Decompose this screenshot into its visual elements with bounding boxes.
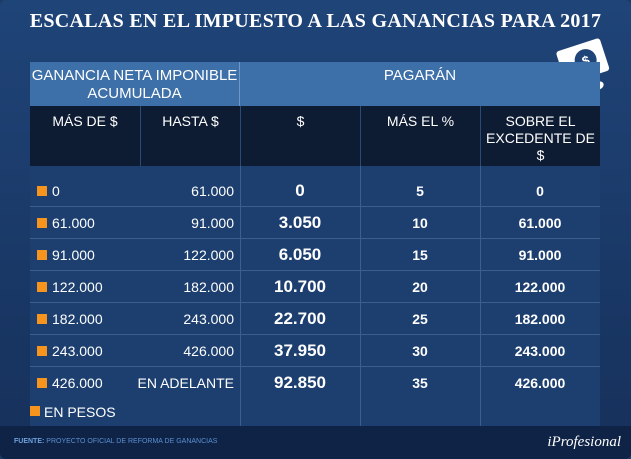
cell-pct: 5 <box>416 183 424 199</box>
column-divider <box>240 166 241 446</box>
header-group-pay: PAGARÁN <box>383 67 457 84</box>
cell-from: 122.000 <box>52 279 103 295</box>
orange-bullet-icon <box>37 282 47 292</box>
header-pct: MÁS EL % <box>360 106 480 166</box>
cell-pay: 6.050 <box>278 245 322 264</box>
cell-pct: 20 <box>412 279 428 295</box>
cell-pct: 30 <box>412 343 428 359</box>
brand-logo: iProfesional <box>547 434 621 450</box>
cell-pay: 37.950 <box>274 341 326 360</box>
table-body <box>30 166 600 446</box>
cell-from: 182.000 <box>52 311 103 327</box>
header-from: MÁS DE $ <box>52 113 118 129</box>
cell-pct: 10 <box>412 215 428 231</box>
footer: FUENTE: PROYECTO OFICIAL DE REFORMA DE G… <box>0 426 631 459</box>
page-title: ESCALAS EN EL IMPUESTO A LAS GANANCIAS P… <box>29 10 602 32</box>
cell-pct: 35 <box>412 375 428 391</box>
header-group-income: GANANCIA NETA IMPONIBLE ACUMULADA <box>30 62 240 106</box>
column-divider <box>480 166 481 446</box>
cell-from: 91.000 <box>52 247 95 263</box>
orange-bullet-icon <box>30 406 40 416</box>
legend-label: EN PESOS <box>44 404 116 420</box>
source-text: PROYECTO OFICIAL DE REFORMA DE GANANCIAS <box>46 438 218 445</box>
cell-excess: 91.000 <box>518 247 562 263</box>
header-to: HASTA $ <box>140 106 240 166</box>
cell-pay: 92.850 <box>274 373 326 392</box>
cell-excess: 0 <box>536 183 544 199</box>
cell-excess: 426.000 <box>514 375 566 391</box>
cell-pct: 15 <box>412 247 428 263</box>
cell-from: 426.000 <box>52 375 103 391</box>
cell-from: 0 <box>52 183 60 199</box>
orange-bullet-icon <box>37 378 47 388</box>
header-excess: SOBRE EL EXCEDENTE DE $ <box>480 106 600 166</box>
cell-pay: 3.050 <box>278 213 322 232</box>
cell-from: 243.000 <box>52 343 103 359</box>
table-row: 426.000 EN ADELANTE 92.850 35 426.000 <box>30 367 600 399</box>
source-note: FUENTE: PROYECTO OFICIAL DE REFORMA DE G… <box>14 438 217 445</box>
cell-excess: 122.000 <box>514 279 566 295</box>
header-columns-row: MÁS DE $ HASTA $ $ MÁS EL % SOBRE EL EXC… <box>30 106 600 166</box>
column-divider <box>360 166 361 446</box>
orange-bullet-icon <box>37 250 47 260</box>
cell-from: 61.000 <box>52 215 95 231</box>
orange-bullet-icon <box>37 314 47 324</box>
header-pay: $ <box>240 106 360 166</box>
table-row: 0 61.000 0 5 0 <box>30 175 600 207</box>
cell-pay: 0 <box>295 181 305 200</box>
cell-pay: 10.700 <box>274 277 326 296</box>
orange-bullet-icon <box>37 346 47 356</box>
header-group-row: GANANCIA NETA IMPONIBLE ACUMULADA PAGARÁ… <box>30 62 600 106</box>
cell-excess: 61.000 <box>518 215 562 231</box>
orange-bullet-icon <box>37 218 47 228</box>
cell-excess: 182.000 <box>514 311 566 327</box>
table-row: 91.000 122.000 6.050 15 91.000 <box>30 239 600 271</box>
cell-pct: 25 <box>412 311 428 327</box>
cell-to: EN ADELANTE <box>137 375 234 391</box>
cell-to: 182.000 <box>183 279 234 295</box>
source-label: FUENTE: <box>14 438 45 445</box>
table-row: 182.000 243.000 22.700 25 182.000 <box>30 303 600 335</box>
table-row: 243.000 426.000 37.950 30 243.000 <box>30 335 600 367</box>
cell-to: 91.000 <box>191 215 234 231</box>
cell-pay: 22.700 <box>274 309 326 328</box>
cell-excess: 243.000 <box>514 343 566 359</box>
cell-to: 243.000 <box>183 311 234 327</box>
cell-to: 61.000 <box>191 183 234 199</box>
table-row: 61.000 91.000 3.050 10 61.000 <box>30 207 600 239</box>
table-row: 122.000 182.000 10.700 20 122.000 <box>30 271 600 303</box>
cell-to: 122.000 <box>183 247 234 263</box>
cell-to: 426.000 <box>183 343 234 359</box>
orange-bullet-icon <box>37 186 47 196</box>
